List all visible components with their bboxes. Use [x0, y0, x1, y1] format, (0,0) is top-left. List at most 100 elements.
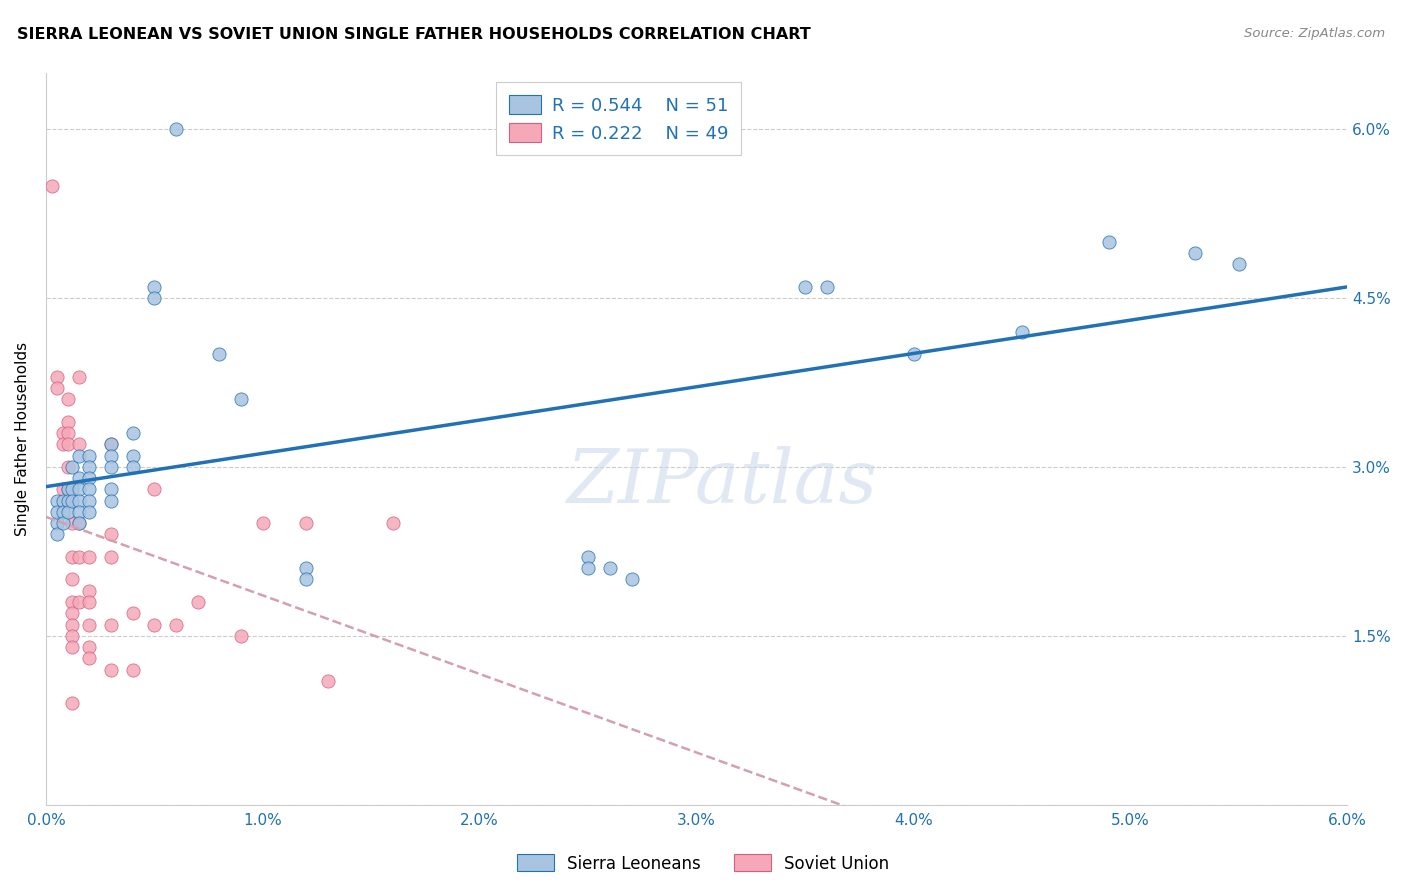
- Point: [67, 449, 90, 463]
- Point: [67, 516, 90, 531]
- Point: [56, 415, 79, 429]
- Point: [295, 516, 318, 531]
- Point: [60, 696, 83, 710]
- Point: [67, 549, 90, 564]
- Point: [52, 437, 75, 451]
- Point: [79, 640, 101, 654]
- Point: [100, 437, 122, 451]
- Point: [56, 483, 79, 497]
- Point: [67, 370, 90, 384]
- Point: [1184, 246, 1206, 260]
- Point: [52, 483, 75, 497]
- Point: [79, 617, 101, 632]
- Point: [100, 549, 122, 564]
- Point: [100, 483, 122, 497]
- Point: [60, 607, 83, 621]
- Point: [295, 561, 318, 575]
- Point: [121, 607, 143, 621]
- Point: [121, 459, 143, 474]
- Point: [100, 527, 122, 541]
- Point: [52, 516, 75, 531]
- Legend: R = 0.544    N = 51, R = 0.222    N = 49: R = 0.544 N = 51, R = 0.222 N = 49: [496, 82, 741, 155]
- Point: [60, 459, 83, 474]
- Point: [41, 178, 63, 193]
- Point: [79, 459, 101, 474]
- Point: [620, 573, 643, 587]
- Point: [52, 493, 75, 508]
- Point: [56, 437, 79, 451]
- Point: [295, 573, 318, 587]
- Point: [576, 561, 599, 575]
- Point: [56, 493, 79, 508]
- Point: [1011, 325, 1033, 339]
- Point: [165, 122, 187, 136]
- Point: [100, 663, 122, 677]
- Point: [60, 573, 83, 587]
- Point: [67, 493, 90, 508]
- Text: SIERRA LEONEAN VS SOVIET UNION SINGLE FATHER HOUSEHOLDS CORRELATION CHART: SIERRA LEONEAN VS SOVIET UNION SINGLE FA…: [17, 27, 811, 42]
- Point: [60, 549, 83, 564]
- Point: [79, 651, 101, 665]
- Point: [56, 483, 79, 497]
- Point: [79, 483, 101, 497]
- Text: Source: ZipAtlas.com: Source: ZipAtlas.com: [1244, 27, 1385, 40]
- Point: [1098, 235, 1121, 249]
- Point: [316, 673, 339, 688]
- Point: [252, 516, 274, 531]
- Point: [815, 280, 838, 294]
- Point: [67, 595, 90, 609]
- Point: [45, 370, 67, 384]
- Point: [67, 516, 90, 531]
- Point: [60, 483, 83, 497]
- Point: [56, 493, 79, 508]
- Point: [100, 449, 122, 463]
- Point: [599, 561, 621, 575]
- Point: [79, 493, 101, 508]
- Point: [45, 516, 67, 531]
- Point: [79, 505, 101, 519]
- Point: [100, 617, 122, 632]
- Y-axis label: Single Father Households: Single Father Households: [15, 342, 30, 536]
- Point: [100, 459, 122, 474]
- Point: [576, 549, 599, 564]
- Point: [60, 629, 83, 643]
- Point: [1227, 257, 1250, 271]
- Point: [187, 595, 209, 609]
- Point: [231, 629, 253, 643]
- Point: [56, 426, 79, 441]
- Point: [60, 640, 83, 654]
- Point: [60, 595, 83, 609]
- Legend: Sierra Leoneans, Soviet Union: Sierra Leoneans, Soviet Union: [510, 847, 896, 880]
- Point: [79, 549, 101, 564]
- Point: [52, 426, 75, 441]
- Point: [100, 437, 122, 451]
- Point: [67, 471, 90, 485]
- Point: [121, 449, 143, 463]
- Point: [45, 493, 67, 508]
- Point: [60, 516, 83, 531]
- Point: [903, 347, 925, 361]
- Text: ZIPatlas: ZIPatlas: [567, 446, 879, 519]
- Point: [143, 483, 166, 497]
- Point: [60, 493, 83, 508]
- Point: [382, 516, 405, 531]
- Point: [67, 505, 90, 519]
- Point: [79, 471, 101, 485]
- Point: [45, 527, 67, 541]
- Point: [45, 381, 67, 395]
- Point: [52, 505, 75, 519]
- Point: [794, 280, 817, 294]
- Point: [121, 426, 143, 441]
- Point: [79, 595, 101, 609]
- Point: [231, 392, 253, 407]
- Point: [208, 347, 231, 361]
- Point: [121, 663, 143, 677]
- Point: [79, 583, 101, 598]
- Point: [60, 617, 83, 632]
- Point: [67, 437, 90, 451]
- Point: [56, 505, 79, 519]
- Point: [143, 280, 166, 294]
- Point: [100, 493, 122, 508]
- Point: [45, 505, 67, 519]
- Point: [165, 617, 187, 632]
